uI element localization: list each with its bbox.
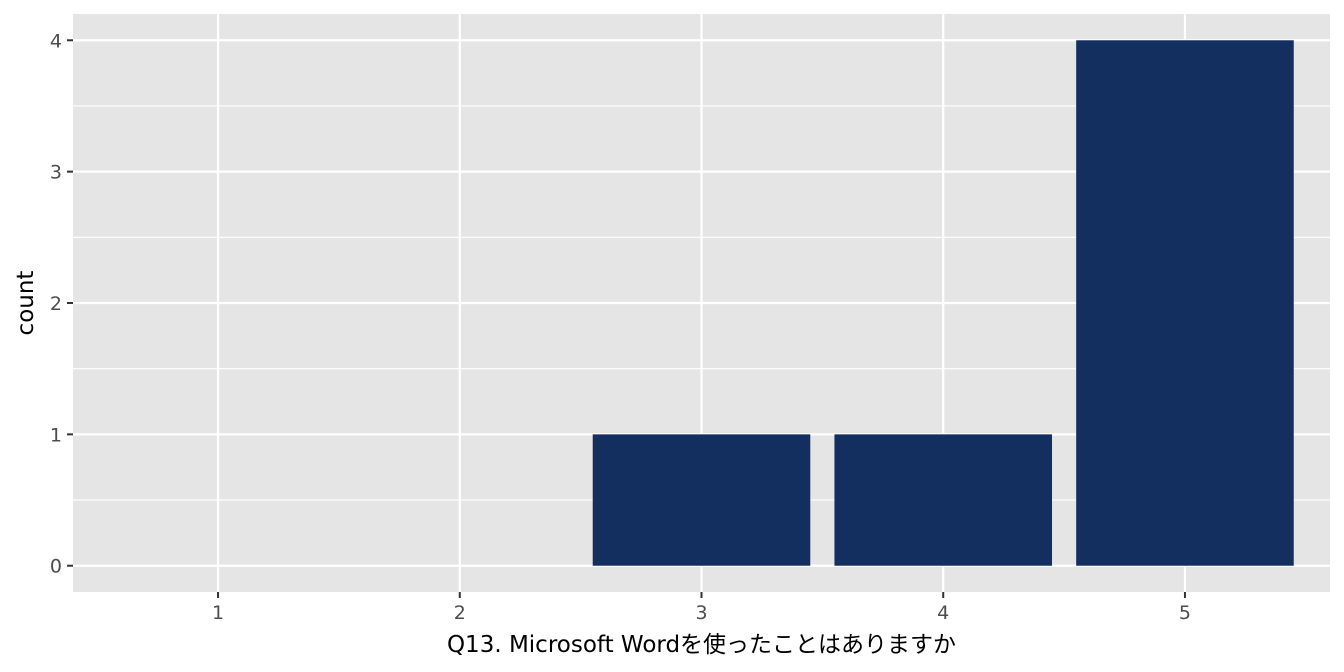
bars xyxy=(592,40,1294,566)
x-axis: 1 2 3 4 5 xyxy=(212,592,1191,624)
x-tick-label: 1 xyxy=(212,602,224,624)
bar-3 xyxy=(592,434,811,566)
x-tick-label: 3 xyxy=(695,602,707,624)
y-tick-label: 3 xyxy=(50,162,62,184)
x-tick-label: 5 xyxy=(1179,602,1191,624)
bar-4 xyxy=(834,434,1053,566)
y-tick-label: 0 xyxy=(50,556,62,578)
y-axis: 0 1 2 3 4 xyxy=(50,30,73,578)
x-tick-label: 4 xyxy=(937,602,949,624)
y-tick-label: 1 xyxy=(50,424,62,446)
x-axis-title: Q13. Microsoft Wordを使ったことはありますか xyxy=(447,632,956,658)
y-tick-label: 4 xyxy=(50,30,62,52)
y-axis-title: count xyxy=(13,271,39,336)
y-tick-label: 2 xyxy=(50,293,62,315)
x-tick-label: 2 xyxy=(454,602,466,624)
bar-5 xyxy=(1076,40,1294,566)
